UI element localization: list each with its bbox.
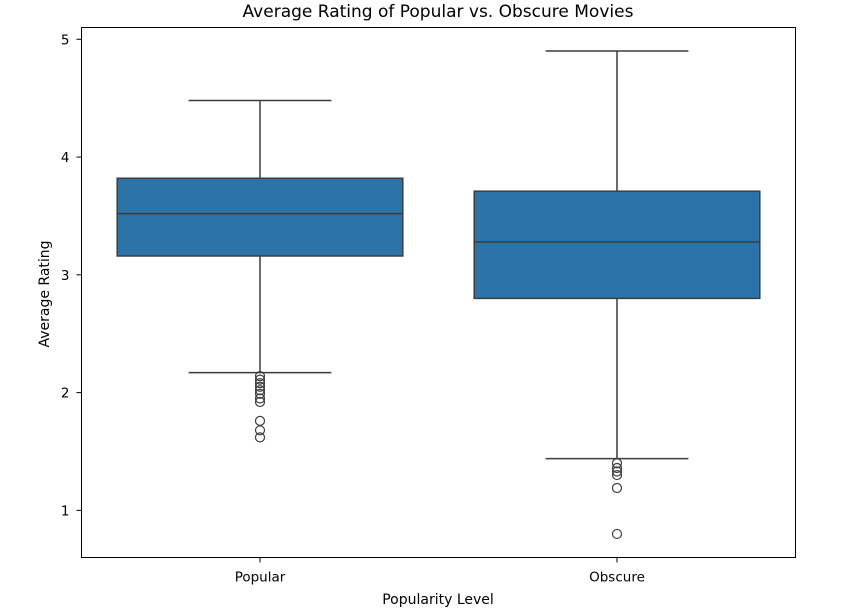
y-axis-label: Average Rating [37, 240, 53, 347]
y-tick-label: 4 [61, 150, 70, 166]
iqr-box [116, 177, 404, 257]
outlier-point [254, 425, 266, 436]
outlier-point [611, 466, 623, 477]
outlier-point [254, 385, 266, 396]
outlier-point [611, 462, 623, 474]
outlier-point [254, 381, 266, 392]
y-tick-label: 5 [61, 32, 70, 48]
outlier-point [611, 458, 623, 469]
outlier-point [611, 528, 623, 540]
outlier-point [254, 415, 266, 426]
y-axis: 1 2 3 4 5 [61, 32, 82, 519]
box-group-obscure [473, 50, 761, 540]
x-axis-label: Popularity Level [382, 592, 494, 608]
outlier-point [254, 371, 266, 382]
outlier-point [611, 482, 623, 494]
outlier-point [254, 396, 266, 408]
outlier-point [254, 432, 266, 443]
x-tick-label: Obscure [589, 570, 645, 586]
plot-area [116, 50, 761, 540]
x-tick-label: Popular [235, 570, 286, 586]
outlier-point [611, 469, 623, 481]
outlier-point [254, 388, 266, 399]
y-tick-label: 1 [61, 503, 70, 519]
y-tick-label: 2 [61, 386, 70, 402]
outlier-point [254, 378, 266, 389]
chart-title: Average Rating of Popular vs. Obscure Mo… [243, 2, 634, 22]
iqr-box [473, 190, 761, 300]
x-axis: Popular Obscure [235, 557, 645, 586]
outlier-point [254, 393, 266, 404]
y-tick-label: 3 [61, 268, 70, 284]
box-group-popular [116, 99, 404, 443]
outlier-point [254, 374, 266, 385]
plot-frame [81, 27, 796, 558]
